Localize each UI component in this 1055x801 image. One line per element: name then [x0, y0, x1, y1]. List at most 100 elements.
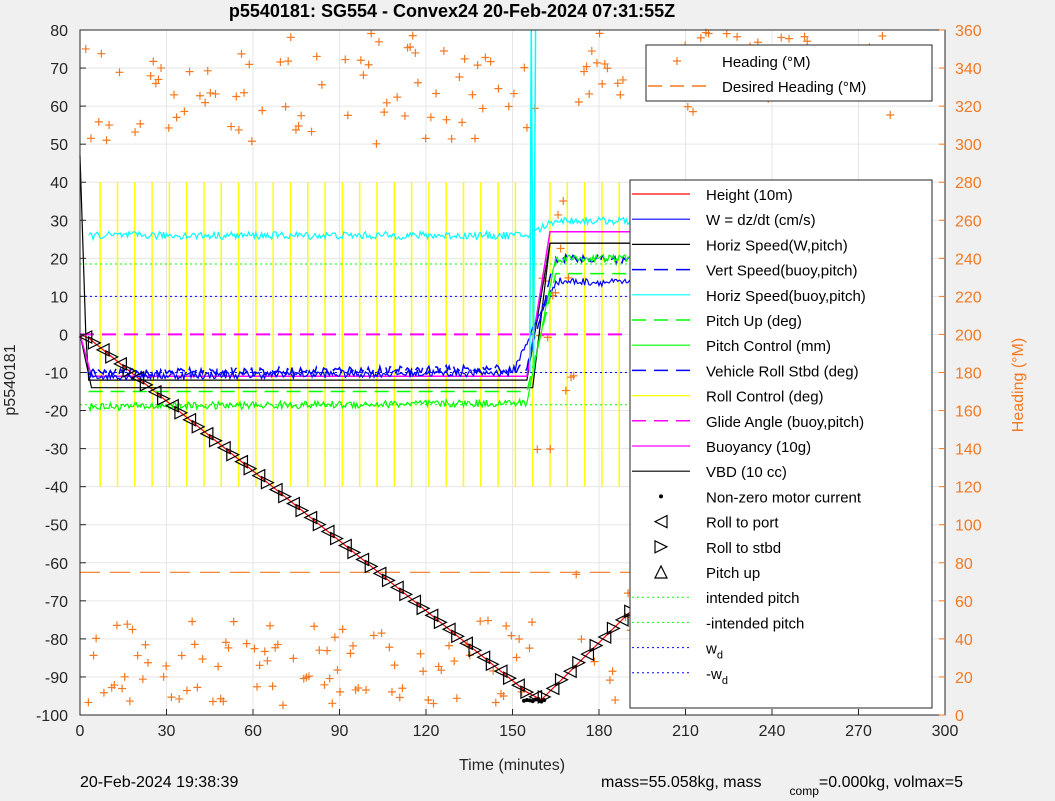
heading-point — [266, 621, 275, 630]
legend-label: Height (10m) — [706, 187, 793, 204]
roll-port-marker — [303, 510, 318, 525]
motor-current-point — [536, 697, 541, 702]
heading-point — [585, 89, 594, 98]
x-tick-label: 270 — [845, 723, 872, 740]
heading-point — [240, 88, 249, 97]
y2-tick-label: 180 — [955, 366, 982, 383]
roll-stbd-marker — [295, 503, 310, 518]
roll-stbd-marker — [226, 447, 241, 462]
heading-point — [105, 121, 114, 130]
roll-stbd-marker — [278, 489, 293, 504]
heading-point — [232, 92, 241, 101]
roll-port-marker — [459, 636, 473, 651]
heading-point — [683, 102, 692, 111]
x-axis-ticks: 0 30 60 90 120 150 180 210 240 270 300 — [76, 709, 958, 740]
roll-port-marker — [493, 664, 508, 679]
y-tick-label: -80 — [45, 632, 68, 649]
roll-stbd-marker — [451, 629, 466, 644]
roll-stbd-marker — [105, 349, 120, 364]
heading-point — [473, 61, 482, 70]
heading-point — [84, 698, 93, 707]
heading-point — [141, 640, 150, 649]
legend-label-sub: d — [722, 675, 728, 687]
heading-point — [481, 53, 490, 62]
heading-point — [164, 123, 173, 132]
heading-point — [587, 47, 596, 56]
y2-tick-label: 160 — [955, 404, 982, 421]
motor-current-point — [542, 698, 547, 703]
heading-point — [468, 90, 477, 99]
y2-tick-label: 220 — [955, 289, 982, 306]
legend-label: Roll Control (deg) — [706, 389, 824, 406]
legend-label: VBD (10 cc) — [706, 464, 787, 481]
heading-point — [128, 625, 137, 634]
roll-port-marker — [337, 538, 352, 553]
roll-port-marker — [389, 580, 404, 595]
heading-point — [483, 616, 492, 625]
heading-point — [315, 646, 324, 655]
heading-point — [408, 31, 417, 40]
legend-label: Vert Speed(buoy,pitch) — [706, 263, 857, 280]
x-tick-label: 240 — [759, 723, 786, 740]
heading-point — [364, 60, 373, 69]
footer-mass-a: mass=55.058kg, mass — [601, 774, 762, 791]
roll-stbd-marker — [606, 621, 621, 636]
roll-port-marker — [545, 681, 560, 696]
roll-port-marker — [130, 370, 145, 385]
heading-point — [359, 71, 368, 80]
heading-point — [307, 127, 316, 136]
roll-port-marker — [268, 482, 283, 497]
heading-point — [590, 657, 599, 666]
heading-point — [214, 662, 223, 671]
heading-point — [561, 386, 570, 395]
legend-marker — [653, 514, 668, 529]
heading-point — [284, 57, 293, 66]
legend-marker — [654, 564, 668, 579]
heading-point — [180, 107, 189, 116]
roll-port-marker — [113, 356, 127, 371]
legend-label: Heading (°M) — [722, 54, 811, 71]
heading-point — [289, 654, 298, 663]
heading-point — [556, 244, 565, 253]
heading-point — [878, 31, 887, 40]
roll-stbd-marker — [347, 545, 362, 560]
heading-point — [260, 647, 269, 656]
roll-stbd-marker — [208, 433, 223, 448]
heading-point — [574, 97, 583, 106]
heading-point — [733, 32, 742, 41]
heading-point — [478, 104, 487, 113]
series-line — [79, 155, 911, 381]
heading-point — [182, 686, 191, 695]
heading-point — [263, 656, 272, 665]
heading-point — [398, 684, 407, 693]
heading-point — [120, 672, 129, 681]
heading-point — [250, 644, 259, 653]
heading-point — [86, 134, 95, 143]
legend-label: Non-zero motor current — [706, 489, 862, 506]
heading-point — [512, 653, 521, 662]
heading-point — [325, 674, 334, 683]
heading-point — [97, 49, 106, 58]
y2-tick-label: 240 — [955, 251, 982, 268]
y2-tick-label: 260 — [955, 213, 982, 230]
heading-point — [616, 90, 625, 99]
roll-stbd-marker — [381, 573, 396, 588]
roll-stbd-marker — [157, 391, 171, 406]
heading-point — [146, 71, 155, 80]
heading-point — [149, 57, 158, 66]
heading-point — [580, 67, 589, 76]
heading-legend-box — [645, 44, 933, 102]
roll-stbd-marker — [87, 335, 102, 350]
y2-tick-label: 20 — [955, 670, 973, 687]
x-tick-label: 180 — [586, 723, 613, 740]
heading-point — [800, 32, 809, 41]
roll-port-marker — [476, 650, 491, 665]
y2-tick-label: 120 — [955, 480, 982, 497]
heading-point — [554, 210, 563, 219]
heading-point — [595, 29, 604, 38]
heading-point — [110, 681, 119, 690]
heading-point — [380, 108, 389, 117]
heading-point — [354, 684, 363, 693]
roll-stbd-marker — [485, 657, 500, 672]
y-axis-label: p5540181 — [2, 344, 19, 415]
